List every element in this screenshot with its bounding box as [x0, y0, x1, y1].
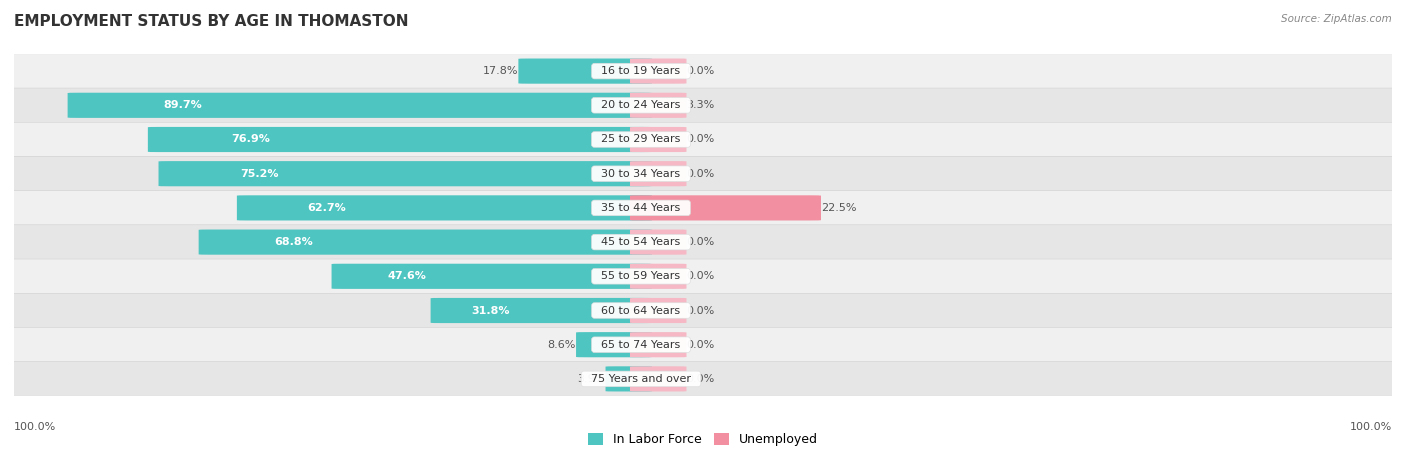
- Text: 16 to 19 Years: 16 to 19 Years: [595, 66, 688, 76]
- FancyBboxPatch shape: [7, 328, 1399, 362]
- Text: 0.0%: 0.0%: [686, 374, 714, 384]
- Text: 47.6%: 47.6%: [387, 271, 426, 281]
- Text: 31.8%: 31.8%: [471, 306, 510, 315]
- FancyBboxPatch shape: [148, 127, 652, 152]
- FancyBboxPatch shape: [7, 157, 1399, 191]
- FancyBboxPatch shape: [630, 58, 686, 84]
- FancyBboxPatch shape: [7, 122, 1399, 157]
- Text: 89.7%: 89.7%: [163, 100, 201, 110]
- FancyBboxPatch shape: [630, 161, 686, 186]
- Text: 0.0%: 0.0%: [686, 169, 714, 179]
- FancyBboxPatch shape: [430, 298, 652, 323]
- Legend: In Labor Force, Unemployed: In Labor Force, Unemployed: [583, 428, 823, 450]
- FancyBboxPatch shape: [519, 58, 652, 84]
- FancyBboxPatch shape: [7, 191, 1399, 225]
- FancyBboxPatch shape: [576, 332, 652, 357]
- Text: 100.0%: 100.0%: [14, 422, 56, 432]
- Text: 76.9%: 76.9%: [231, 135, 270, 144]
- FancyBboxPatch shape: [7, 362, 1399, 396]
- Text: 30 to 34 Years: 30 to 34 Years: [595, 169, 688, 179]
- Text: 62.7%: 62.7%: [307, 203, 346, 213]
- FancyBboxPatch shape: [630, 93, 686, 118]
- Text: 65 to 74 Years: 65 to 74 Years: [595, 340, 688, 350]
- FancyBboxPatch shape: [7, 88, 1399, 122]
- Text: 60 to 64 Years: 60 to 64 Years: [595, 306, 688, 315]
- Text: 17.8%: 17.8%: [482, 66, 519, 76]
- FancyBboxPatch shape: [630, 230, 686, 255]
- FancyBboxPatch shape: [630, 195, 821, 220]
- Text: 20 to 24 Years: 20 to 24 Years: [595, 100, 688, 110]
- Text: 0.0%: 0.0%: [686, 271, 714, 281]
- Text: Source: ZipAtlas.com: Source: ZipAtlas.com: [1281, 14, 1392, 23]
- FancyBboxPatch shape: [630, 298, 686, 323]
- FancyBboxPatch shape: [7, 293, 1399, 328]
- Text: EMPLOYMENT STATUS BY AGE IN THOMASTON: EMPLOYMENT STATUS BY AGE IN THOMASTON: [14, 14, 409, 28]
- Text: 0.0%: 0.0%: [686, 306, 714, 315]
- Text: 3.3%: 3.3%: [686, 100, 714, 110]
- Text: 35 to 44 Years: 35 to 44 Years: [595, 203, 688, 213]
- Text: 3.9%: 3.9%: [576, 374, 606, 384]
- FancyBboxPatch shape: [7, 54, 1399, 88]
- Text: 22.5%: 22.5%: [821, 203, 856, 213]
- FancyBboxPatch shape: [630, 332, 686, 357]
- Text: 0.0%: 0.0%: [686, 135, 714, 144]
- Text: 55 to 59 Years: 55 to 59 Years: [595, 271, 688, 281]
- Text: 45 to 54 Years: 45 to 54 Years: [595, 237, 688, 247]
- Text: 0.0%: 0.0%: [686, 66, 714, 76]
- FancyBboxPatch shape: [7, 225, 1399, 259]
- FancyBboxPatch shape: [198, 230, 652, 255]
- Text: 100.0%: 100.0%: [1350, 422, 1392, 432]
- Text: 8.6%: 8.6%: [548, 340, 576, 350]
- FancyBboxPatch shape: [236, 195, 652, 220]
- Text: 68.8%: 68.8%: [274, 237, 314, 247]
- Text: 25 to 29 Years: 25 to 29 Years: [595, 135, 688, 144]
- FancyBboxPatch shape: [630, 127, 686, 152]
- Text: 0.0%: 0.0%: [686, 237, 714, 247]
- FancyBboxPatch shape: [67, 93, 652, 118]
- FancyBboxPatch shape: [7, 259, 1399, 293]
- FancyBboxPatch shape: [630, 264, 686, 289]
- Text: 0.0%: 0.0%: [686, 340, 714, 350]
- Text: 75.2%: 75.2%: [240, 169, 278, 179]
- FancyBboxPatch shape: [606, 366, 652, 392]
- FancyBboxPatch shape: [332, 264, 652, 289]
- Text: 75 Years and over: 75 Years and over: [583, 374, 697, 384]
- FancyBboxPatch shape: [159, 161, 652, 186]
- FancyBboxPatch shape: [630, 366, 686, 392]
